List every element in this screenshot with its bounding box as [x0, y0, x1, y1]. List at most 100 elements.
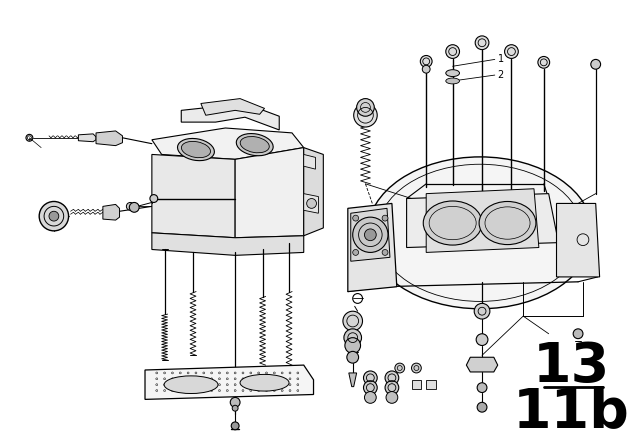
Circle shape: [150, 194, 157, 202]
Circle shape: [353, 250, 358, 255]
Polygon shape: [406, 194, 559, 248]
Circle shape: [504, 45, 518, 58]
Circle shape: [164, 390, 166, 392]
Circle shape: [172, 383, 173, 386]
Bar: [426, 380, 436, 388]
Circle shape: [395, 363, 404, 373]
Polygon shape: [152, 233, 304, 255]
Circle shape: [195, 372, 197, 374]
Circle shape: [281, 390, 283, 392]
Circle shape: [476, 334, 488, 345]
Polygon shape: [201, 99, 264, 115]
Polygon shape: [103, 204, 120, 220]
Polygon shape: [557, 203, 600, 277]
Polygon shape: [304, 155, 316, 169]
Circle shape: [250, 383, 252, 386]
Circle shape: [232, 405, 238, 411]
Circle shape: [385, 371, 399, 385]
Circle shape: [385, 381, 399, 395]
Circle shape: [420, 56, 432, 67]
Circle shape: [242, 378, 244, 380]
Circle shape: [234, 372, 236, 374]
Circle shape: [195, 390, 197, 392]
Circle shape: [573, 329, 583, 339]
Text: 11b: 11b: [513, 385, 630, 439]
Circle shape: [187, 383, 189, 386]
Circle shape: [234, 390, 236, 392]
Circle shape: [266, 372, 268, 374]
Circle shape: [364, 371, 377, 385]
Circle shape: [129, 202, 139, 212]
Ellipse shape: [446, 70, 460, 77]
Ellipse shape: [240, 137, 269, 153]
Circle shape: [234, 383, 236, 386]
Circle shape: [273, 378, 275, 380]
Polygon shape: [467, 357, 498, 372]
Ellipse shape: [236, 134, 273, 156]
Ellipse shape: [367, 157, 593, 309]
Circle shape: [345, 338, 360, 353]
Circle shape: [230, 397, 240, 407]
Circle shape: [211, 390, 212, 392]
Circle shape: [211, 378, 212, 380]
Circle shape: [266, 378, 268, 380]
Text: 2: 2: [498, 70, 504, 80]
Circle shape: [234, 378, 236, 380]
Circle shape: [28, 136, 31, 140]
Circle shape: [156, 390, 157, 392]
Circle shape: [250, 390, 252, 392]
Circle shape: [172, 390, 173, 392]
Circle shape: [231, 422, 239, 430]
Circle shape: [591, 60, 600, 69]
Circle shape: [258, 378, 260, 380]
Ellipse shape: [240, 375, 289, 391]
Circle shape: [538, 56, 550, 68]
Circle shape: [364, 381, 377, 395]
Circle shape: [179, 372, 181, 374]
Ellipse shape: [181, 142, 211, 158]
Circle shape: [227, 378, 228, 380]
Circle shape: [344, 329, 362, 346]
Ellipse shape: [423, 201, 482, 245]
Circle shape: [356, 99, 374, 116]
Circle shape: [172, 378, 173, 380]
Circle shape: [211, 372, 212, 374]
Circle shape: [297, 383, 299, 386]
Circle shape: [386, 392, 398, 403]
Circle shape: [353, 215, 358, 221]
Circle shape: [227, 390, 228, 392]
Circle shape: [307, 198, 316, 208]
Circle shape: [364, 229, 376, 241]
Circle shape: [164, 383, 166, 386]
Circle shape: [250, 378, 252, 380]
Circle shape: [273, 372, 275, 374]
Circle shape: [281, 372, 283, 374]
Circle shape: [412, 363, 421, 373]
Circle shape: [187, 390, 189, 392]
Circle shape: [477, 383, 487, 392]
Circle shape: [258, 390, 260, 392]
Circle shape: [39, 202, 68, 231]
Circle shape: [273, 383, 275, 386]
Circle shape: [289, 372, 291, 374]
Circle shape: [218, 372, 220, 374]
Circle shape: [211, 383, 212, 386]
Circle shape: [297, 390, 299, 392]
Circle shape: [289, 383, 291, 386]
Circle shape: [297, 378, 299, 380]
Circle shape: [474, 303, 490, 319]
Circle shape: [354, 103, 377, 127]
Circle shape: [289, 390, 291, 392]
Circle shape: [382, 215, 388, 221]
Circle shape: [227, 383, 228, 386]
Circle shape: [126, 202, 134, 210]
Circle shape: [258, 383, 260, 386]
Circle shape: [156, 378, 157, 380]
Circle shape: [203, 390, 205, 392]
Circle shape: [227, 372, 228, 374]
Polygon shape: [304, 147, 323, 236]
Circle shape: [422, 65, 430, 73]
Circle shape: [156, 383, 157, 386]
Circle shape: [273, 390, 275, 392]
Circle shape: [266, 383, 268, 386]
